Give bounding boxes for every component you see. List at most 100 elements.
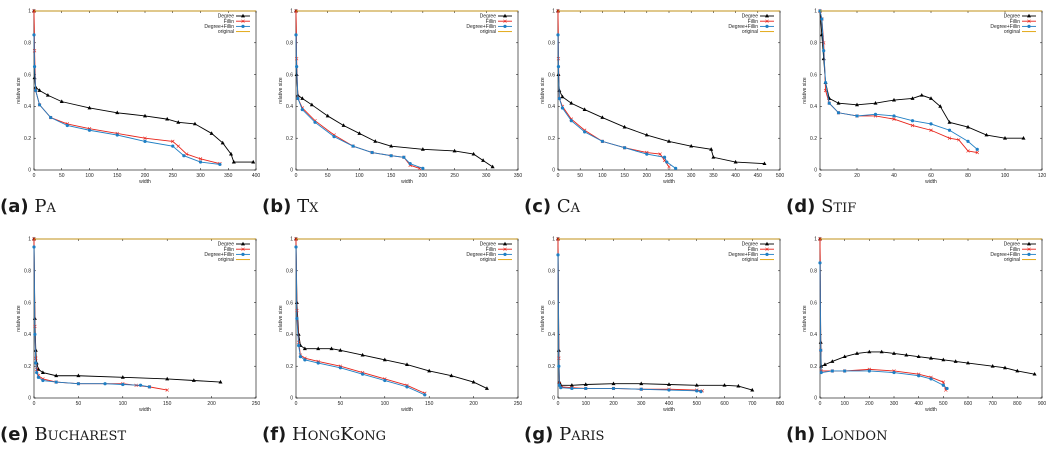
series-line — [557, 254, 701, 393]
legend-label: Degree — [742, 14, 759, 20]
x-axis-label: width — [663, 407, 675, 413]
data-point — [821, 41, 826, 45]
x-tick-label: 150 — [387, 173, 396, 179]
chart-svg-a: 0 50 100 150 200 250 300 350 400 0 0.2 0.4 0.6 0.8 1 wi… — [16, 9, 260, 185]
data-point — [709, 147, 714, 151]
data-point — [351, 144, 355, 148]
series-fillin — [294, 237, 427, 395]
x-tick-label: 80 — [965, 173, 971, 179]
caption-c: (c) Ca — [524, 196, 580, 217]
legend-marker — [1027, 252, 1031, 256]
data-point — [569, 101, 574, 105]
y-tick-label: 0.6 — [548, 300, 555, 306]
data-point — [556, 33, 560, 37]
legend-marker — [503, 13, 507, 18]
data-point — [302, 346, 307, 351]
data-point — [54, 380, 58, 384]
data-point — [165, 388, 169, 392]
x-tick-label: 60 — [928, 173, 934, 179]
data-point — [87, 128, 92, 132]
series-line — [557, 238, 753, 391]
legend-marker — [503, 24, 507, 28]
chart-panel-h: 0 100 200 300 400 500 600 700 800 900 0 0.2 0.4 0.6 0.… — [786, 228, 1047, 456]
data-point — [332, 135, 336, 139]
data-point — [569, 119, 573, 123]
data-point — [373, 139, 378, 143]
y-tick-label: 0.6 — [810, 72, 817, 78]
x-tick-label: 200 — [207, 401, 216, 407]
data-point — [370, 150, 374, 155]
data-point — [300, 107, 304, 112]
series-degree-fillin — [32, 33, 222, 167]
legend-label: Degree+Fillin — [728, 24, 758, 30]
data-point — [823, 80, 828, 85]
series-line — [819, 238, 947, 391]
y-tick-label: 0 — [552, 396, 555, 402]
data-point — [176, 144, 181, 148]
caption-letter: (d) — [786, 196, 816, 217]
series-line — [295, 34, 424, 169]
series-line — [819, 10, 978, 150]
y-axis-label: relative size — [802, 77, 808, 104]
caption-letter: (f) — [262, 424, 287, 445]
data-point — [762, 161, 767, 166]
legend-marker — [241, 19, 245, 23]
data-point — [600, 139, 604, 143]
data-point — [54, 373, 59, 378]
x-axis-label: width — [139, 179, 151, 185]
data-point — [303, 358, 307, 362]
y-axis-label: relative size — [540, 305, 546, 332]
data-point — [910, 96, 915, 100]
legend-marker — [241, 241, 245, 246]
series-degree-fillin — [818, 261, 949, 391]
series-line — [33, 34, 220, 165]
data-point — [171, 139, 175, 144]
series-line — [295, 238, 488, 389]
y-tick-label: 0 — [552, 168, 555, 174]
legend-marker — [241, 24, 245, 28]
data-point — [867, 349, 872, 354]
data-point — [147, 385, 152, 389]
caption-letter: (a) — [0, 196, 29, 217]
data-point — [953, 359, 958, 363]
legend-label: Degree+Fillin — [204, 24, 234, 30]
caption-name: Tx — [297, 196, 319, 217]
data-point — [916, 354, 921, 359]
data-point — [316, 361, 320, 365]
series-line — [295, 238, 425, 394]
data-point — [36, 375, 41, 379]
data-point — [191, 378, 196, 382]
data-point — [957, 138, 961, 142]
data-point — [966, 124, 970, 129]
data-point — [674, 166, 678, 171]
series-line — [33, 10, 221, 165]
data-point — [836, 111, 841, 115]
data-point — [209, 131, 214, 135]
data-point — [143, 139, 147, 143]
data-point — [40, 370, 45, 374]
y-tick-label: 1 — [290, 9, 293, 15]
data-point — [622, 124, 627, 129]
caption-e: (e) Bucharest — [0, 424, 126, 445]
data-point — [182, 154, 186, 158]
legend-label: Fillin — [748, 247, 758, 253]
y-tick-label: 0 — [814, 396, 817, 402]
legend-label: Fillin — [1010, 19, 1020, 25]
data-point — [904, 352, 909, 357]
y-tick-label: 0.6 — [810, 300, 817, 306]
x-tick-label: 250 — [252, 401, 261, 407]
data-point — [583, 130, 587, 134]
y-tick-label: 0.8 — [810, 41, 817, 47]
series-degree-fillin — [294, 33, 425, 171]
x-tick-label: 100 — [582, 401, 591, 407]
data-point — [600, 115, 605, 119]
legend-label: Degree+Fillin — [990, 24, 1020, 30]
y-tick-label: 0 — [290, 168, 293, 174]
data-point — [176, 120, 181, 124]
data-point — [251, 159, 256, 164]
y-tick-label: 0.4 — [24, 332, 31, 338]
data-point — [138, 383, 143, 387]
y-tick-label: 0.8 — [810, 269, 817, 275]
